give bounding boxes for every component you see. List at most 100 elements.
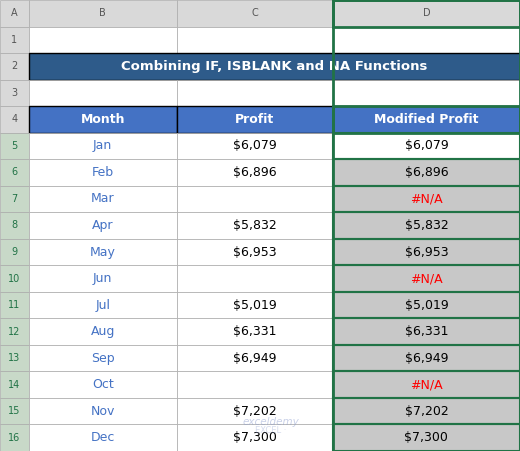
- Bar: [333, 265, 520, 292]
- Bar: [0, 424, 29, 451]
- Bar: [333, 318, 520, 345]
- Bar: [29, 239, 177, 265]
- Text: $5,832: $5,832: [405, 219, 448, 232]
- Bar: [177, 159, 333, 186]
- Bar: [0, 133, 29, 159]
- Text: Jul: Jul: [95, 299, 110, 312]
- Bar: [0, 159, 29, 186]
- Text: A: A: [11, 8, 18, 18]
- Bar: [177, 239, 333, 265]
- Text: 14: 14: [8, 380, 20, 390]
- Bar: [0, 186, 29, 212]
- Bar: [177, 133, 333, 159]
- Bar: [29, 159, 177, 186]
- Text: 12: 12: [8, 327, 20, 336]
- Bar: [333, 292, 520, 318]
- Text: $6,896: $6,896: [405, 166, 448, 179]
- Text: $7,202: $7,202: [233, 405, 277, 418]
- Bar: [177, 0, 333, 27]
- Bar: [333, 186, 520, 212]
- Bar: [333, 0, 520, 27]
- Bar: [333, 372, 520, 398]
- Text: C: C: [252, 8, 258, 18]
- Text: $6,953: $6,953: [233, 245, 277, 258]
- Text: $5,019: $5,019: [405, 299, 448, 312]
- Bar: [333, 212, 520, 239]
- Text: $6,949: $6,949: [233, 352, 277, 365]
- Text: $6,896: $6,896: [233, 166, 277, 179]
- Bar: [0, 79, 29, 106]
- Text: Mar: Mar: [91, 193, 114, 206]
- Bar: [333, 106, 520, 133]
- Bar: [333, 265, 520, 292]
- Bar: [0, 318, 29, 345]
- Text: Modified Profit: Modified Profit: [374, 113, 478, 126]
- Bar: [333, 345, 520, 372]
- Bar: [333, 239, 520, 265]
- Bar: [333, 424, 520, 451]
- Bar: [333, 159, 520, 186]
- Text: $6,953: $6,953: [405, 245, 448, 258]
- Text: D: D: [423, 8, 430, 18]
- Bar: [0, 27, 29, 53]
- Text: 9: 9: [11, 247, 17, 257]
- Text: $6,079: $6,079: [233, 139, 277, 152]
- Text: 13: 13: [8, 353, 20, 363]
- Bar: [333, 79, 520, 106]
- Bar: [333, 133, 520, 159]
- Text: $7,202: $7,202: [405, 405, 448, 418]
- Text: Nov: Nov: [90, 405, 115, 418]
- Text: $6,331: $6,331: [405, 325, 448, 338]
- Text: $5,019: $5,019: [233, 299, 277, 312]
- Text: $6,079: $6,079: [405, 139, 448, 152]
- Text: Feb: Feb: [92, 166, 114, 179]
- Text: Jun: Jun: [93, 272, 112, 285]
- Bar: [177, 292, 333, 318]
- Text: 2: 2: [11, 61, 18, 71]
- Bar: [177, 265, 333, 292]
- Text: 10: 10: [8, 274, 20, 284]
- Text: 16: 16: [8, 433, 20, 443]
- Bar: [333, 292, 520, 318]
- Text: B: B: [99, 8, 106, 18]
- Bar: [333, 0, 520, 27]
- Bar: [177, 345, 333, 372]
- Bar: [0, 0, 29, 27]
- Bar: [333, 398, 520, 424]
- Text: 1: 1: [11, 35, 17, 45]
- Bar: [333, 424, 520, 451]
- Text: #N/A: #N/A: [410, 378, 443, 391]
- Bar: [333, 372, 520, 398]
- Text: Sep: Sep: [91, 352, 114, 365]
- Bar: [29, 292, 177, 318]
- Text: 8: 8: [11, 221, 17, 230]
- Text: 11: 11: [8, 300, 20, 310]
- Bar: [0, 53, 29, 79]
- Bar: [333, 106, 520, 133]
- Bar: [29, 318, 177, 345]
- Bar: [0, 265, 29, 292]
- Bar: [333, 318, 520, 345]
- Bar: [333, 27, 520, 53]
- Text: EXCEL ·: EXCEL ·: [255, 426, 286, 435]
- Bar: [29, 398, 177, 424]
- Bar: [177, 27, 333, 53]
- Bar: [29, 27, 177, 53]
- Bar: [29, 0, 177, 27]
- Bar: [0, 292, 29, 318]
- Bar: [333, 239, 520, 265]
- Bar: [333, 159, 520, 186]
- Text: Combining IF, ISBLANK and NA Functions: Combining IF, ISBLANK and NA Functions: [121, 60, 427, 73]
- Text: May: May: [90, 245, 115, 258]
- Bar: [0, 398, 29, 424]
- Text: 7: 7: [11, 194, 18, 204]
- Bar: [333, 186, 520, 212]
- Bar: [0, 239, 29, 265]
- Text: Jan: Jan: [93, 139, 112, 152]
- Bar: [177, 106, 333, 133]
- Bar: [177, 79, 333, 106]
- Bar: [333, 133, 520, 159]
- Text: 6: 6: [11, 167, 17, 177]
- Bar: [29, 79, 177, 106]
- Text: Profit: Profit: [235, 113, 275, 126]
